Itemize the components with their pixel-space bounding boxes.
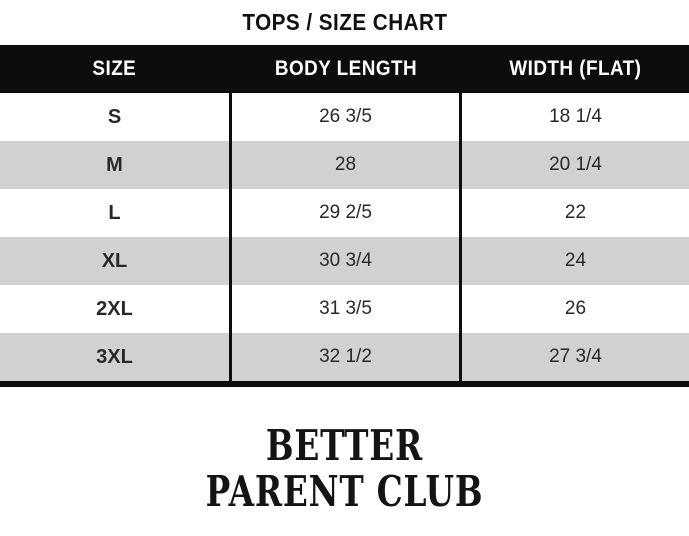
brand-line-1: BETTER bbox=[265, 421, 424, 470]
table-row-s: S 26 3/5 18 1/4 bbox=[0, 93, 689, 141]
table-body: S 26 3/5 18 1/4 M 28 20 1/4 L 29 2/5 22 XL 30 3/4 2… bbox=[0, 93, 689, 381]
table-row-l: L 29 2/5 22 bbox=[0, 189, 689, 237]
width-flat-cell: 27 3/4 bbox=[549, 346, 602, 367]
body-length-cell: 30 3/4 bbox=[229, 237, 462, 285]
page-title-text: TOPS / SIZE CHART bbox=[241, 9, 448, 35]
size-chart-table: SIZE BODY LENGTH WIDTH (FLAT) S 26 3/5 18 … bbox=[0, 45, 689, 387]
size-cell: XL bbox=[101, 249, 128, 272]
table-row-xl: XL 30 3/4 24 bbox=[0, 237, 689, 285]
width-flat-cell: 18 1/4 bbox=[549, 106, 602, 127]
page-title: TOPS / SIZE CHART bbox=[0, 0, 689, 45]
size-cell: 3XL bbox=[96, 345, 133, 368]
column-header-size: SIZE bbox=[92, 57, 137, 80]
table-header-row: SIZE BODY LENGTH WIDTH (FLAT) bbox=[0, 45, 689, 93]
size-cell: S bbox=[107, 105, 122, 128]
size-cell: 2XL bbox=[96, 297, 133, 320]
body-length-cell: 31 3/5 bbox=[229, 285, 462, 333]
table-row-2xl: 2XL 31 3/5 26 bbox=[0, 285, 689, 333]
width-flat-cell: 22 bbox=[564, 202, 587, 223]
column-header-body-length: BODY LENGTH bbox=[274, 57, 417, 80]
width-flat-cell: 20 1/4 bbox=[549, 154, 602, 175]
body-length-cell: 28 bbox=[229, 141, 462, 189]
table-row-m: M 28 20 1/4 bbox=[0, 141, 689, 189]
size-cell: M bbox=[106, 153, 123, 176]
width-flat-cell: 26 bbox=[564, 298, 587, 319]
table-row-3xl: 3XL 32 1/2 27 3/4 bbox=[0, 333, 689, 381]
size-cell: L bbox=[108, 201, 121, 224]
column-header-width-flat: WIDTH (FLAT) bbox=[509, 57, 642, 80]
body-length-cell: 26 3/5 bbox=[229, 93, 462, 141]
width-flat-cell: 24 bbox=[564, 250, 587, 271]
body-length-cell: 32 1/2 bbox=[229, 333, 462, 381]
body-length-cell: 29 2/5 bbox=[229, 189, 462, 237]
brand-logo: BETTER PARENT CLUB bbox=[0, 423, 689, 515]
brand-line-2: PARENT CLUB bbox=[205, 467, 484, 516]
